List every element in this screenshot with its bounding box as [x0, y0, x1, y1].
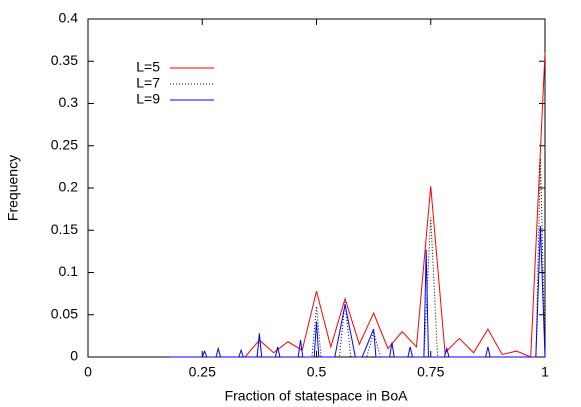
y-tick-label: 0.25: [51, 136, 78, 152]
legend-label: L=9: [136, 91, 160, 107]
y-tick-label: 0.15: [51, 221, 78, 237]
y-axis-label: Frequency: [5, 155, 21, 221]
y-tick-label: 0.4: [59, 10, 79, 26]
y-tick-label: 0.05: [51, 305, 78, 321]
y-tick-label: 0.1: [59, 263, 79, 279]
y-tick-label: 0.2: [59, 179, 79, 195]
series-line: [244, 52, 546, 358]
legend-label: L=7: [136, 75, 160, 91]
x-tick-label: 0.25: [189, 364, 216, 380]
x-tick-label: 0.5: [307, 364, 327, 380]
series-line: [225, 158, 546, 358]
x-axis-label: Fraction of statespace in BoA: [225, 388, 409, 404]
y-tick-label: 0.3: [59, 94, 79, 110]
x-tick-label: 0: [84, 364, 92, 380]
y-tick-label: 0: [70, 348, 78, 364]
series-line: [170, 226, 546, 358]
legend-label: L=5: [136, 59, 160, 75]
x-tick-label: 1: [541, 364, 549, 380]
y-tick-label: 0.35: [51, 52, 78, 68]
x-tick-label: 0.75: [417, 364, 444, 380]
